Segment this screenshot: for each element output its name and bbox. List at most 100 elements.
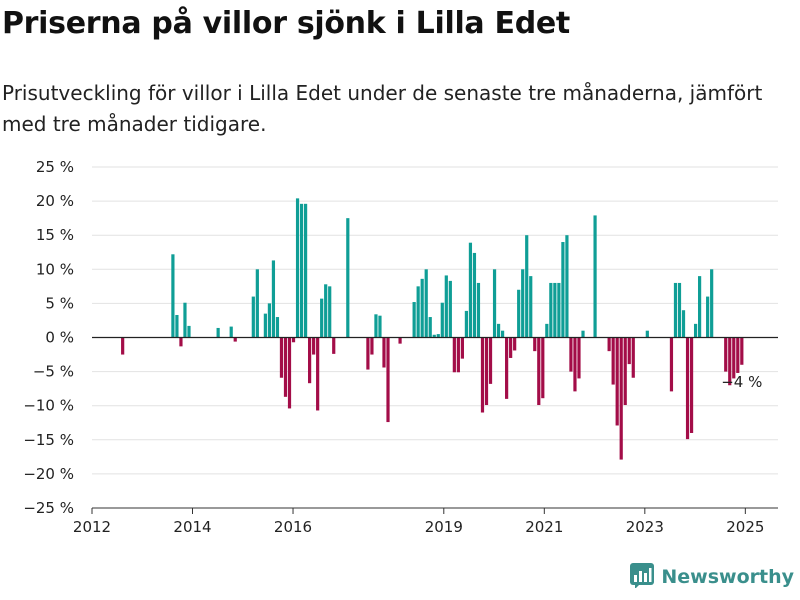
- bar: [537, 337, 541, 406]
- bar: [464, 310, 469, 338]
- bar: [308, 337, 312, 384]
- bar: [229, 326, 233, 338]
- y-tick-label: 20 %: [36, 192, 74, 210]
- bar: [324, 284, 328, 338]
- bar: [263, 313, 267, 338]
- y-tick-label: 15 %: [36, 226, 74, 244]
- bar: [456, 337, 460, 373]
- bars: [121, 198, 744, 460]
- bar: [565, 235, 569, 338]
- bar: [332, 337, 336, 354]
- bar: [689, 337, 694, 433]
- y-tick-label: 5 %: [45, 294, 74, 312]
- bar: [669, 337, 674, 392]
- x-tick-label: 2023: [626, 518, 664, 536]
- y-tick-label: 0 %: [45, 329, 74, 347]
- bar: [593, 215, 597, 338]
- bar: [611, 337, 615, 385]
- bar: [448, 280, 452, 338]
- bar: [320, 298, 324, 338]
- bar: [480, 337, 485, 413]
- bar: [488, 337, 493, 384]
- bar: [412, 302, 416, 338]
- bar: [175, 314, 179, 338]
- x-tick-label: 2016: [274, 518, 312, 536]
- bar: [557, 282, 561, 338]
- bar: [513, 337, 517, 351]
- y-axis-ticks: 25 % 20 % 15 % 10 % 5 % 0 % −5 % −10 % −15 % −20 …: [23, 158, 74, 517]
- bar: [121, 337, 125, 355]
- bar: [171, 254, 175, 338]
- bar: [374, 314, 378, 338]
- bar: [370, 337, 374, 355]
- bar: [492, 269, 497, 338]
- bar: [378, 315, 382, 338]
- bar: [740, 337, 744, 365]
- bar: [366, 337, 370, 370]
- bar: [619, 337, 623, 460]
- bar: [549, 282, 553, 338]
- bar: [615, 337, 619, 426]
- bar: [573, 337, 577, 392]
- bar: [732, 337, 736, 379]
- bar: [312, 337, 316, 355]
- chart-subtitle: Prisutveckling för villor i Lilla Edet u…: [2, 81, 763, 136]
- bar: [183, 302, 187, 338]
- bar: [382, 337, 386, 368]
- bar: [416, 286, 420, 338]
- bar: [581, 330, 585, 338]
- y-tick-label: 25 %: [36, 158, 74, 176]
- x-tick-label: 2012: [73, 518, 111, 536]
- bar: [255, 269, 259, 338]
- bar: [233, 337, 237, 342]
- bar: [432, 334, 436, 338]
- x-tick-label: 2025: [726, 518, 764, 536]
- bar: [645, 330, 649, 338]
- bar: [472, 252, 477, 338]
- newsworthy-logo-icon: [629, 562, 655, 592]
- x-tick-label: 2014: [173, 518, 211, 536]
- bar: [496, 323, 501, 338]
- bar: [525, 235, 529, 338]
- bar: [505, 337, 509, 399]
- bar: [452, 337, 456, 373]
- y-tick-label: 10 %: [36, 260, 74, 278]
- bar: [283, 337, 288, 397]
- x-tick-label: 2021: [525, 518, 563, 536]
- bar: [561, 242, 565, 338]
- bar: [553, 282, 557, 338]
- bar: [545, 323, 549, 338]
- y-tick-label: −5 %: [33, 363, 74, 381]
- bar: [460, 337, 464, 359]
- bar: [420, 278, 424, 338]
- bar: [577, 337, 581, 379]
- y-tick-label: −20 %: [23, 465, 74, 483]
- bar: [424, 269, 428, 338]
- bar: [295, 198, 300, 338]
- bar: [476, 282, 481, 338]
- bar: [316, 337, 320, 411]
- bar: [736, 337, 740, 373]
- bar: [627, 337, 631, 365]
- bar: [187, 325, 191, 338]
- chart-title: Priserna på villor sjönk i Lilla Edet: [2, 6, 570, 41]
- bar: [428, 317, 432, 338]
- bar: [685, 337, 690, 440]
- bar: [517, 289, 521, 338]
- bar: [681, 310, 686, 338]
- x-tick-label: 2019: [425, 518, 463, 536]
- gridlines: [92, 166, 778, 509]
- bar: [631, 337, 635, 378]
- bar: [533, 337, 537, 352]
- bar: [728, 337, 732, 386]
- bar: [251, 296, 255, 338]
- bar: [275, 317, 280, 338]
- bar: [607, 337, 611, 352]
- bar: [623, 337, 627, 406]
- bar: [468, 242, 473, 338]
- bar: [287, 337, 292, 409]
- bar: [436, 334, 440, 338]
- x-axis-ticks: 2012 2014 2016 2019 2021 2023 2025: [73, 508, 764, 536]
- y-tick-label: −25 %: [23, 499, 74, 517]
